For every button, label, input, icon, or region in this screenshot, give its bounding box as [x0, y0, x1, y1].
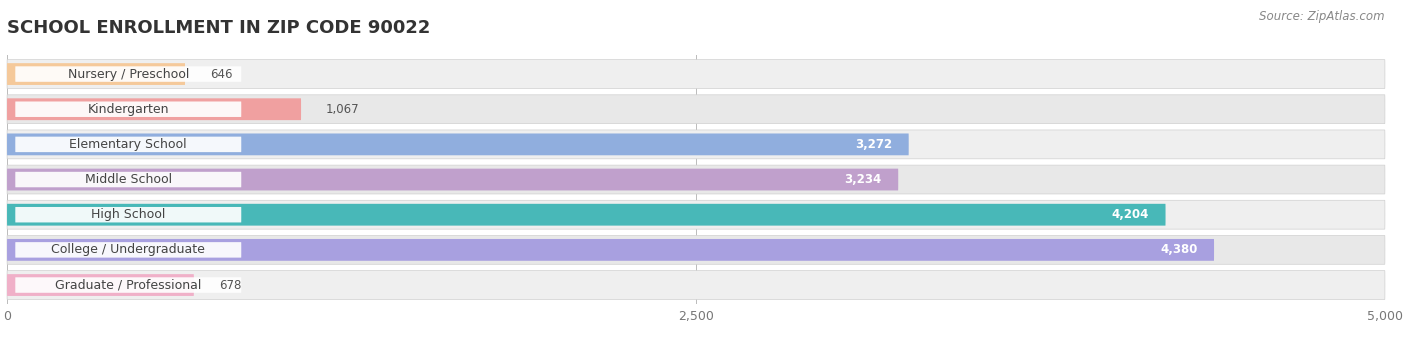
FancyBboxPatch shape [7, 274, 194, 296]
FancyBboxPatch shape [15, 172, 242, 187]
FancyBboxPatch shape [7, 271, 1385, 300]
FancyBboxPatch shape [15, 242, 242, 258]
FancyBboxPatch shape [7, 133, 908, 155]
FancyBboxPatch shape [7, 239, 1213, 261]
FancyBboxPatch shape [7, 63, 186, 85]
FancyBboxPatch shape [7, 165, 1385, 194]
FancyBboxPatch shape [7, 98, 301, 120]
Text: 3,234: 3,234 [845, 173, 882, 186]
Text: Kindergarten: Kindergarten [87, 103, 169, 116]
Text: SCHOOL ENROLLMENT IN ZIP CODE 90022: SCHOOL ENROLLMENT IN ZIP CODE 90022 [7, 19, 430, 37]
FancyBboxPatch shape [7, 169, 898, 190]
Text: 3,272: 3,272 [855, 138, 893, 151]
FancyBboxPatch shape [7, 204, 1166, 226]
Text: 1,067: 1,067 [326, 103, 360, 116]
FancyBboxPatch shape [7, 60, 1385, 89]
FancyBboxPatch shape [15, 66, 242, 82]
Text: 4,204: 4,204 [1112, 208, 1149, 221]
Text: 678: 678 [219, 278, 240, 291]
FancyBboxPatch shape [15, 207, 242, 222]
Text: College / Undergraduate: College / Undergraduate [52, 244, 205, 256]
FancyBboxPatch shape [15, 137, 242, 152]
FancyBboxPatch shape [7, 235, 1385, 264]
FancyBboxPatch shape [7, 200, 1385, 229]
Text: Elementary School: Elementary School [69, 138, 187, 151]
Text: Middle School: Middle School [84, 173, 172, 186]
Text: Nursery / Preschool: Nursery / Preschool [67, 68, 188, 81]
Text: 4,380: 4,380 [1160, 244, 1198, 256]
FancyBboxPatch shape [15, 277, 242, 293]
Text: Graduate / Professional: Graduate / Professional [55, 278, 201, 291]
FancyBboxPatch shape [7, 130, 1385, 159]
Text: Source: ZipAtlas.com: Source: ZipAtlas.com [1260, 10, 1385, 23]
FancyBboxPatch shape [7, 95, 1385, 124]
Text: 646: 646 [209, 68, 232, 81]
Text: High School: High School [91, 208, 166, 221]
FancyBboxPatch shape [15, 102, 242, 117]
